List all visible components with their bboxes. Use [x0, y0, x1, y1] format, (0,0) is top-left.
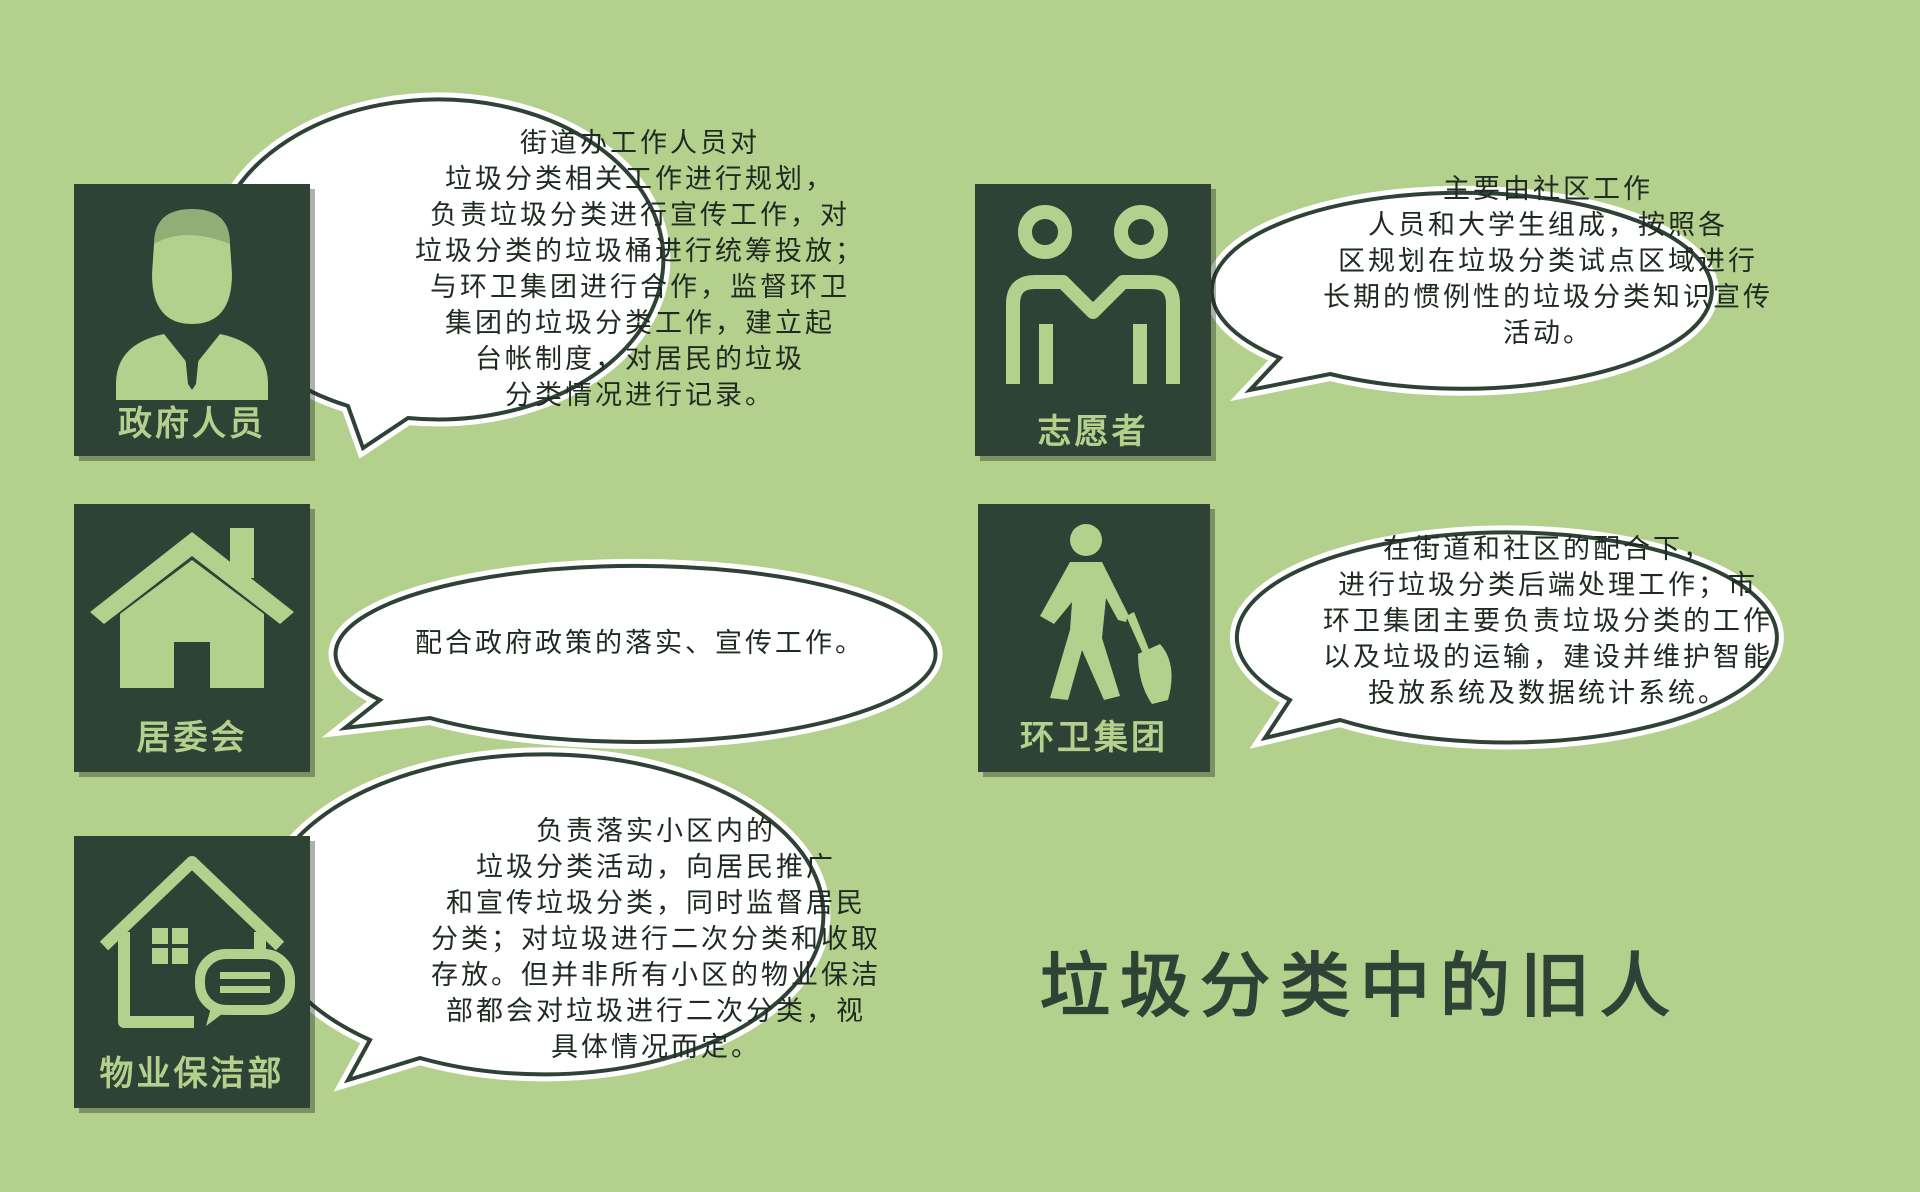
- bubble-text-volunteers: 主要由社区工作 人员和大学生组成，按照各 区规划在垃圾分类试点区域进行 长期的惯…: [1248, 172, 1848, 352]
- card-label: 物业保洁部: [99, 1054, 285, 1094]
- bubble-line: 主要由社区工作: [1443, 174, 1653, 205]
- card-label: 政府人员: [118, 404, 266, 444]
- bubble-line: 分类；对垃圾进行二次分类和收取: [431, 924, 881, 955]
- official-person-icon: [116, 206, 268, 400]
- card-label: 居委会: [136, 718, 248, 758]
- bubble-line: 进行垃圾分类后端处理工作；市: [1338, 570, 1758, 601]
- page-title: 垃圾分类中的旧人: [1040, 945, 1680, 1027]
- bubble-line: 台帐制度，对居民的垃圾: [475, 344, 805, 375]
- bubble-line: 具体情况而定。: [551, 1032, 761, 1063]
- bubble-line: 存放。但并非所有小区的物业保洁: [431, 960, 881, 991]
- card-sanitation-group: 环卫集团: [978, 504, 1210, 772]
- bubble-line: 人员和大学生组成，按照各: [1368, 210, 1728, 241]
- bubble-line: 长期的惯例性的垃圾分类知识宣传: [1323, 282, 1773, 313]
- bubble-line: 垃圾分类的垃圾桶进行统筹投放；: [415, 236, 865, 267]
- card-residents-committee: 居委会: [74, 504, 310, 772]
- bubble-line: 街道办工作人员对: [520, 128, 760, 159]
- volunteers-icon: [1006, 205, 1180, 384]
- card-label: 环卫集团: [1020, 718, 1168, 758]
- bubble-line: 区规划在垃圾分类试点区域进行: [1338, 246, 1758, 277]
- bubble-line: 垃圾分类活动，向居民推广: [476, 852, 836, 883]
- bubble-text-residents-committee: 配合政府政策的落实、宣传工作。: [340, 626, 940, 662]
- bubble-line: 垃圾分类相关工作进行规划，: [445, 164, 835, 195]
- bubble-line: 以及垃圾的运输，建设并维护智能: [1323, 642, 1773, 673]
- bubble-line: 部都会对垃圾进行二次分类，视: [446, 996, 866, 1027]
- card-volunteers: 志愿者: [975, 184, 1211, 456]
- bubble-line: 配合政府政策的落实、宣传工作。: [415, 628, 865, 659]
- house-icon: [90, 528, 294, 688]
- bubble-line: 负责垃圾分类进行宣传工作，对: [430, 200, 850, 231]
- sanitation-worker-icon: [1040, 524, 1172, 704]
- card-property-cleaning-dept: 物业保洁部: [74, 836, 310, 1108]
- card-government-staff: 政府人员: [74, 184, 310, 456]
- bubble-line: 在街道和社区的配合下，: [1383, 534, 1713, 565]
- house-with-message-icon: [99, 856, 295, 1028]
- bubble-line: 与环卫集团进行合作，监督环卫: [430, 272, 850, 303]
- bubble-line: 分类情况进行记录。: [505, 380, 775, 411]
- bubble-text-government: 街道办工作人员对 垃圾分类相关工作进行规划， 负责垃圾分类进行宣传工作，对 垃圾…: [340, 126, 940, 414]
- card-label: 志愿者: [1037, 412, 1149, 452]
- bubble-line: 活动。: [1503, 318, 1593, 349]
- bubble-line: 投放系统及数据统计系统。: [1368, 678, 1728, 709]
- bubble-line: 集团的垃圾分类工作，建立起: [445, 308, 835, 339]
- bubble-line: 和宣传垃圾分类，同时监督居民: [446, 888, 866, 919]
- bubble-text-sanitation: 在街道和社区的配合下， 进行垃圾分类后端处理工作；市 环卫集团主要负责垃圾分类的…: [1248, 532, 1848, 712]
- bubble-line: 环卫集团主要负责垃圾分类的工作: [1323, 606, 1773, 637]
- bubble-line: 负责落实小区内的: [536, 816, 776, 847]
- bubble-text-property-cleaning: 负责落实小区内的 垃圾分类活动，向居民推广 和宣传垃圾分类，同时监督居民 分类；…: [336, 814, 976, 1066]
